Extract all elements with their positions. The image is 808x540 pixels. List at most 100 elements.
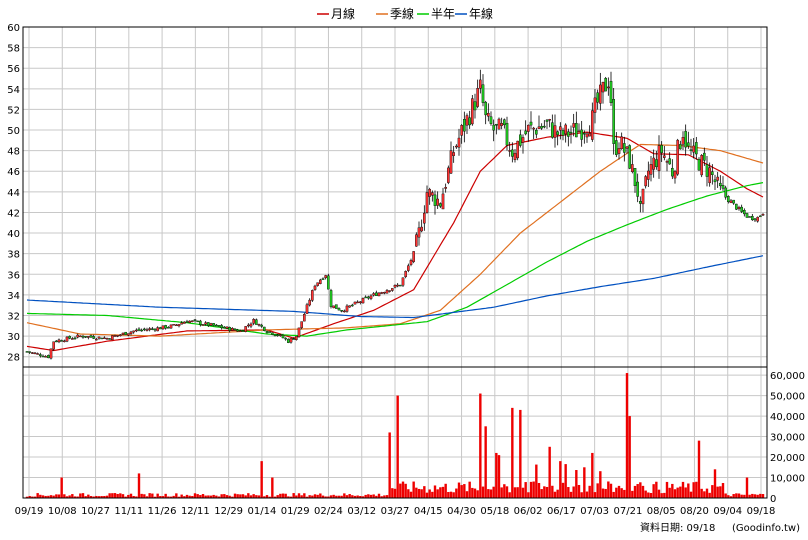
price-tick-label: 50 <box>7 126 20 137</box>
volume-bar <box>471 487 474 498</box>
candle-body <box>183 321 186 324</box>
candle-body <box>468 117 471 126</box>
candle-body <box>671 167 674 177</box>
volume-bar <box>420 489 423 498</box>
volume-bar <box>511 407 514 498</box>
volume-bar <box>695 481 698 498</box>
volume-bar <box>161 496 165 498</box>
candle-body <box>399 284 402 287</box>
volume-bar <box>73 496 77 498</box>
volume-tick-label: 50,000 <box>770 392 805 403</box>
volume-bar <box>375 495 378 498</box>
candle-body <box>364 296 367 299</box>
price-tick-label: 38 <box>7 250 20 261</box>
candle-body <box>284 337 287 340</box>
date-tick-label: 10/08 <box>48 506 77 517</box>
candle-body <box>412 251 415 262</box>
candle-body <box>708 167 711 184</box>
volume-bar <box>116 493 119 498</box>
candle-body <box>388 290 391 292</box>
candle-body <box>521 137 525 143</box>
volume-bar <box>209 495 213 498</box>
volume-bar <box>191 496 194 498</box>
candle-body <box>303 314 306 322</box>
candle-body <box>193 319 197 321</box>
volume-bar <box>607 481 610 498</box>
ma-quarter-line <box>26 143 764 337</box>
candle-body <box>108 338 111 340</box>
volume-bar <box>535 464 538 498</box>
volume-bar <box>407 489 410 498</box>
volume-bar <box>60 477 63 498</box>
candle-body <box>95 338 98 341</box>
volume-bar <box>697 440 701 498</box>
volume-tick-label: 20,000 <box>770 453 805 464</box>
volume-bar <box>153 496 157 498</box>
volume-bar <box>321 495 325 498</box>
volume-bar <box>177 496 181 498</box>
candle-body <box>623 143 626 153</box>
candle-body <box>580 129 583 140</box>
legend-label-halfyear: 半年 <box>431 7 455 21</box>
date-tick-label: 07/21 <box>613 506 642 517</box>
candle-body <box>47 355 50 359</box>
candle-body <box>732 199 735 204</box>
candle-body <box>84 336 87 338</box>
candle-body <box>433 194 437 206</box>
candle-body <box>185 321 189 323</box>
volume-bar <box>639 482 642 498</box>
volume-bar <box>460 485 463 498</box>
date-tick-label: 09/04 <box>713 506 742 517</box>
candle-body <box>516 140 519 159</box>
candle-body <box>156 327 159 332</box>
volume-bar <box>41 495 45 498</box>
volume-bar <box>89 496 93 498</box>
candle-body <box>481 84 485 103</box>
candle-body <box>684 131 687 148</box>
candle-body <box>25 351 29 353</box>
candle-body <box>519 134 522 146</box>
candle-body <box>167 327 170 329</box>
volume-bar <box>455 488 458 498</box>
candle-body <box>551 122 554 138</box>
candle-body <box>737 207 741 210</box>
volume-bar <box>473 488 477 498</box>
volume-bar <box>724 493 727 498</box>
candle-body <box>524 130 527 135</box>
volume-bar <box>545 486 549 498</box>
volume-bar <box>287 496 290 498</box>
candle-body <box>628 145 631 169</box>
volume-bar <box>124 496 127 498</box>
candle-body <box>137 328 141 331</box>
volume-bar <box>665 481 669 498</box>
volume-bar <box>263 496 266 498</box>
candle-body <box>428 188 431 197</box>
volume-bar <box>87 494 90 498</box>
candle-body <box>356 301 359 304</box>
candle-body <box>583 132 586 135</box>
candle-body <box>719 182 722 187</box>
candle-body <box>420 226 423 232</box>
candle-body <box>431 192 434 196</box>
price-tick-label: 28 <box>7 353 20 364</box>
candle-body <box>415 234 418 247</box>
volume-bar <box>217 496 221 498</box>
candle-body <box>441 193 445 210</box>
candle-body <box>81 335 85 338</box>
candle-body <box>639 201 642 204</box>
volume-bar <box>743 494 746 498</box>
candle-body <box>697 158 701 171</box>
candle-body <box>97 336 101 339</box>
date-tick-label: 08/05 <box>647 506 676 517</box>
candle-body <box>761 214 765 216</box>
volume-bar <box>47 495 50 498</box>
volume-bar <box>231 496 234 498</box>
volume-bar <box>81 493 85 498</box>
candle-body <box>588 133 591 137</box>
volume-bar <box>625 373 629 498</box>
candle-body <box>663 155 666 158</box>
candle-body <box>444 187 447 189</box>
candle-body <box>321 278 325 280</box>
volume-bar <box>257 495 261 498</box>
volume-bar <box>556 489 559 498</box>
